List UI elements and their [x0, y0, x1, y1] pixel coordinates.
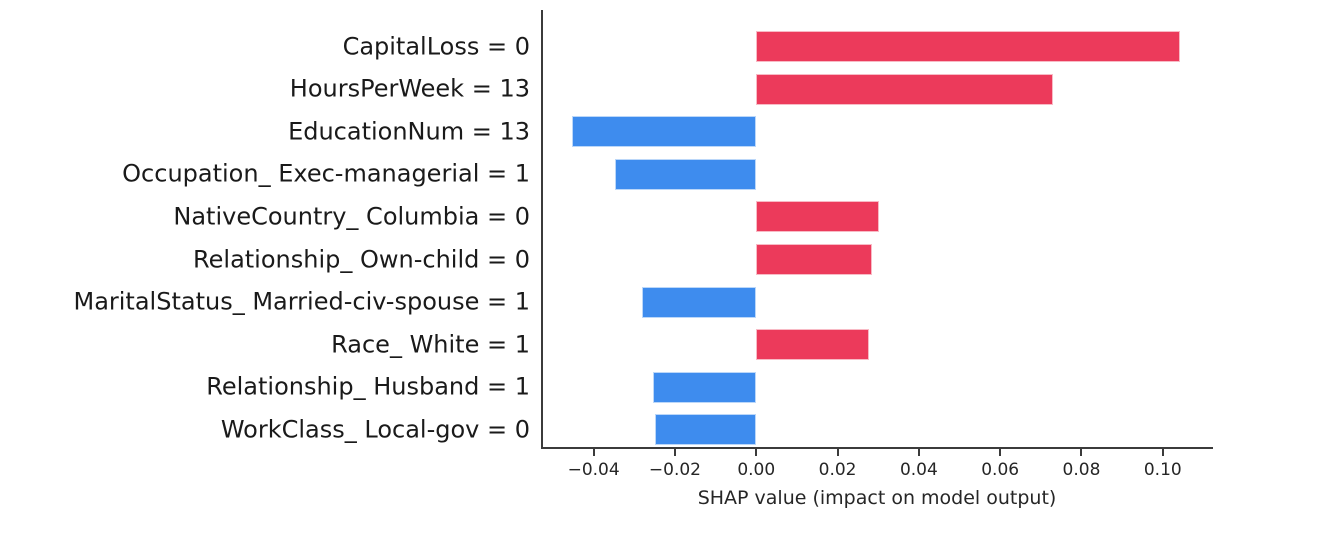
feature-label: CapitalLoss = 0 [342, 32, 530, 61]
x-tick-mark [999, 449, 1002, 456]
feature-label: MaritalStatus_ Married-civ-spouse = 1 [73, 287, 530, 316]
bar-negative [615, 158, 757, 190]
feature-label: Relationship_ Husband = 1 [206, 372, 530, 401]
bar-negative [652, 371, 757, 403]
x-tick-label: −0.02 [648, 460, 701, 480]
x-tick-mark [673, 449, 676, 456]
x-tick-mark [1161, 449, 1164, 456]
x-axis-spine [541, 447, 1213, 449]
bar-negative [571, 116, 757, 148]
bar-positive [756, 201, 880, 233]
feature-label: WorkClass_ Local-gov = 0 [220, 415, 530, 444]
x-tick-label: 0.04 [899, 460, 938, 480]
x-axis-label: SHAP value (impact on model output) [697, 487, 1057, 509]
feature-label: Race_ White = 1 [331, 330, 530, 359]
x-tick-mark [755, 449, 758, 456]
bar-positive [756, 244, 873, 275]
bar-positive [756, 31, 1180, 62]
bar-negative [642, 286, 757, 318]
x-tick-mark [836, 449, 839, 456]
x-tick-label: 0.02 [818, 460, 857, 480]
bar-positive [756, 329, 870, 361]
x-tick-mark [917, 449, 920, 456]
feature-label: NativeCountry_ Columbia = 0 [173, 202, 530, 231]
x-tick-label: −0.04 [567, 460, 620, 480]
feature-label: HoursPerWeek = 13 [289, 74, 530, 103]
x-tick-label: 0.06 [981, 460, 1020, 480]
y-axis-spine [541, 10, 543, 449]
bar-positive [756, 73, 1054, 105]
bar-negative [654, 414, 757, 446]
x-tick-label: 0.10 [1143, 460, 1182, 480]
x-tick-label: 0.00 [737, 460, 776, 480]
x-tick-mark [1080, 449, 1083, 456]
x-tick-mark [592, 449, 595, 456]
x-tick-label: 0.08 [1062, 460, 1101, 480]
feature-label: Occupation_ Exec-managerial = 1 [122, 159, 530, 188]
feature-label: Relationship_ Own-child = 0 [193, 245, 530, 274]
feature-label: EducationNum = 13 [288, 117, 530, 146]
